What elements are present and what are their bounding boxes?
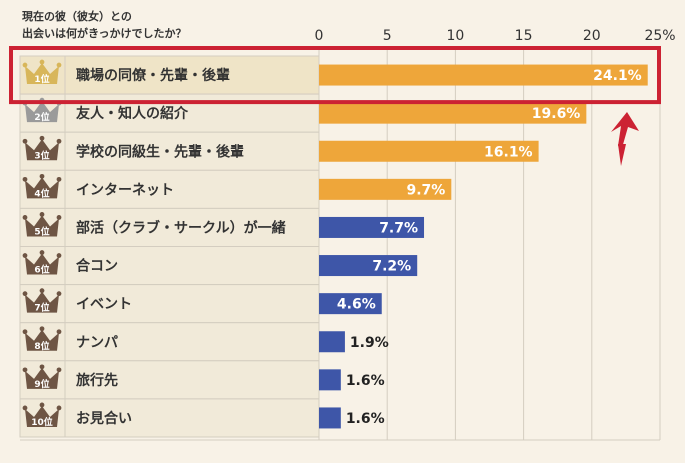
category-label: 学校の同級生・先輩・後輩 [76,143,244,160]
category-label: お見合い [76,410,132,427]
rank-label: 3位 [34,149,49,161]
x-tick-label: 20 [583,28,601,44]
crown-jewel-icon [56,291,62,297]
bar [319,407,341,429]
crown-jewel-icon [39,173,45,179]
crown-jewel-icon [22,329,28,335]
category-label: イベント [76,297,132,313]
crown-jewel-icon [56,138,62,144]
table-row [19,284,320,324]
crown-jewel-icon [56,329,62,335]
crown-jewel-icon [56,405,62,411]
crown-jewel-icon [22,253,28,258]
table-row [19,207,320,247]
data-label: 7.2% [372,259,411,275]
bar [319,102,587,124]
crown-jewel-icon [39,402,45,408]
rank-label: 5位 [34,225,49,237]
crown-jewel-icon [56,367,62,373]
crown-jewel-icon [56,176,62,182]
crown-icon [25,291,59,313]
rank-label: 6位 [34,264,49,276]
category-label: インターネット [76,182,174,198]
table-row [19,131,320,171]
crown-icon [25,367,59,389]
crown-jewel-icon [39,59,45,65]
crown-jewel-icon [39,288,45,294]
rank-label: 8位 [34,340,49,352]
x-tick-label: 15 [515,28,533,44]
data-label: 7.7% [379,220,418,236]
crown-jewel-icon [22,138,28,144]
bar [319,293,382,315]
rank-label: 9位 [34,378,49,390]
crown-jewel-icon [39,364,45,370]
chart-title-line: 出会いは何がきっかけでしたか？ [22,26,187,40]
data-label: 1.6% [346,373,385,389]
table-row [19,246,320,286]
crown-jewel-icon [56,253,62,258]
rank-label: 4位 [34,187,49,199]
bar [319,64,648,86]
crown-jewel-icon [39,212,45,217]
crown-jewel-icon [22,367,28,373]
table-row [19,55,320,95]
rank-label: 2位 [34,111,49,123]
category-label: 友人・知人の紹介 [76,105,189,122]
x-tick-label: 5 [383,28,392,44]
bar [319,140,539,162]
data-label: 1.6% [346,411,385,427]
crown-icon [25,253,59,275]
crown-jewel-icon [39,326,45,332]
crown-icon [25,215,59,237]
crown-jewel-icon [22,405,28,411]
crown-jewel-icon [22,291,28,297]
crown-icon [25,405,59,427]
crown-icon [25,329,59,351]
data-label: 9.7% [406,182,445,198]
data-label: 4.6% [337,297,376,313]
crown-jewel-icon [39,250,45,255]
arrow-shaft [618,144,626,166]
crown-icon [25,101,59,123]
category-label: 旅行先 [76,372,118,389]
x-tick-label: 10 [446,28,464,44]
crown-icon [25,139,59,161]
crown-jewel-icon [56,62,62,68]
category-label: 部活（クラブ・サークル）が一緒 [76,219,286,236]
bar [319,369,341,391]
x-tick-label: 0 [315,28,324,44]
data-label: 19.6% [532,106,581,122]
arrow-icon [611,112,639,148]
bar [319,178,452,200]
chart-title-line: 現在の彼（彼女）との [22,9,132,23]
crown-icon [25,63,59,85]
crown-jewel-icon [22,176,28,182]
rank-label: 7位 [34,302,49,314]
category-label: ナンパ [76,335,118,351]
category-label: 合コン [76,258,118,275]
data-label: 16.1% [484,144,533,160]
bar [319,255,418,277]
x-tick-label: 25% [644,28,675,44]
rank-label: 1位 [34,73,49,85]
crown-jewel-icon [22,215,28,220]
bar [319,331,345,353]
rank-label: 10位 [31,416,53,428]
table-row [19,398,320,438]
crown-jewel-icon [22,62,28,68]
crown-jewel-icon [39,135,45,141]
highlight-box [9,46,661,105]
data-label: 1.9% [350,335,389,351]
bar [319,216,425,238]
category-label: 職場の同僚・先輩・後輩 [76,67,230,84]
crown-jewel-icon [56,215,62,220]
data-label: 24.1% [593,68,642,84]
crown-icon [25,177,59,199]
